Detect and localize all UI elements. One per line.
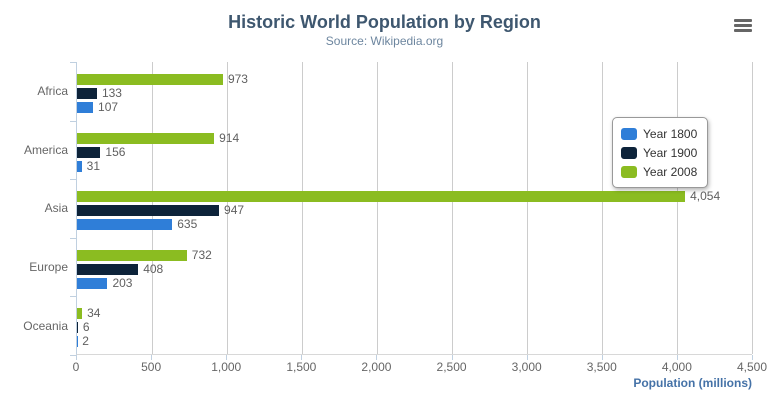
category-label-asia: Asia xyxy=(44,201,68,216)
data-label: 947 xyxy=(224,203,245,218)
category-tick xyxy=(70,120,76,122)
x-axis-tick xyxy=(676,355,678,360)
bar-group-europe: 732 408 203 xyxy=(77,238,752,297)
chart-title: Historic World Population by Region xyxy=(228,12,541,32)
data-label: 133 xyxy=(101,86,122,100)
x-axis-tick xyxy=(376,355,378,360)
data-label: 635 xyxy=(177,217,198,232)
gridline xyxy=(452,62,453,354)
bar-america-year-1900[interactable] xyxy=(77,146,101,158)
data-label: 914 xyxy=(219,130,240,145)
x-axis-tick-label: 2,000 xyxy=(361,360,392,374)
plot-area: 973 133 107 914 156 31 4,054 947 635 732 408 203 34 6… xyxy=(76,62,753,355)
gridline xyxy=(602,62,603,354)
bar-oceania-year-1900[interactable] xyxy=(77,322,78,334)
data-label: 34 xyxy=(87,306,101,321)
gridline xyxy=(376,62,378,354)
x-axis-title: Population (millions) xyxy=(633,376,752,390)
legend-swatch-icon xyxy=(621,146,637,159)
hamburger-menu-icon xyxy=(734,17,752,34)
x-axis-tick xyxy=(226,355,228,360)
category-tick xyxy=(70,296,76,298)
legend-label: Year 2008 xyxy=(643,164,698,179)
gridline xyxy=(527,62,528,354)
gridline xyxy=(302,62,303,354)
data-label: 2 xyxy=(82,334,89,349)
bar-africa-year-1900[interactable] xyxy=(77,88,97,99)
x-axis-tick xyxy=(752,355,753,360)
bar-group-america: 914 156 31 xyxy=(77,121,752,180)
x-axis-tick-label: 3,500 xyxy=(586,360,617,374)
bar-group-oceania: 34 6 2 xyxy=(77,296,752,355)
data-label: 156 xyxy=(105,144,126,159)
data-label: 203 xyxy=(112,275,133,290)
gridline xyxy=(676,62,678,354)
x-axis-tick-label: 4,000 xyxy=(661,360,692,374)
data-label: 31 xyxy=(86,158,100,173)
bar-asia-year-2008[interactable] xyxy=(77,191,686,203)
data-label: 408 xyxy=(143,261,164,276)
x-axis-tick-label: 1,500 xyxy=(286,360,317,374)
bar-asia-year-1900[interactable] xyxy=(77,205,220,217)
bar-africa-year-1800[interactable] xyxy=(77,102,94,113)
category-label-america: America xyxy=(23,142,68,157)
export-menu-button[interactable] xyxy=(729,12,757,38)
bar-america-year-1800[interactable] xyxy=(77,160,82,172)
x-axis-tick xyxy=(526,355,528,360)
legend-label: Year 1900 xyxy=(643,145,698,160)
x-axis-tick xyxy=(451,355,453,360)
x-axis-tick-label: 3,000 xyxy=(511,360,542,374)
bar-asia-year-1800[interactable] xyxy=(77,219,173,231)
category-label-africa: Africa xyxy=(37,84,68,99)
category-label-europe: Europe xyxy=(29,260,68,275)
legend: Year 1800 Year 1900 Year 2008 xyxy=(612,117,709,188)
gridline xyxy=(752,62,753,354)
bar-africa-year-2008[interactable] xyxy=(77,74,223,85)
legend-swatch-icon xyxy=(621,127,637,140)
data-label: 107 xyxy=(98,100,119,114)
legend-item-year-1900[interactable]: Year 1900 xyxy=(621,143,697,162)
x-axis-tick-label: 0 xyxy=(72,360,80,374)
x-axis-tick-label: 4,500 xyxy=(736,360,768,374)
bar-group-asia: 4,054 947 635 xyxy=(77,179,752,238)
x-axis-tick xyxy=(151,355,153,360)
legend-item-year-2008[interactable]: Year 2008 xyxy=(621,162,697,181)
bar-europe-year-2008[interactable] xyxy=(77,249,187,261)
x-axis-tick-label: 500 xyxy=(141,360,162,374)
bar-oceania-year-2008[interactable] xyxy=(77,308,83,320)
chart-subtitle: Source: Wikipedia.org xyxy=(325,34,444,48)
data-label: 973 xyxy=(227,72,248,86)
legend-swatch-icon xyxy=(621,165,637,178)
legend-label: Year 1800 xyxy=(643,126,698,141)
data-label: 732 xyxy=(191,247,212,262)
x-axis-tick-label: 1,000 xyxy=(211,360,242,374)
bar-europe-year-1800[interactable] xyxy=(77,277,108,289)
data-label: 4,054 xyxy=(690,189,721,204)
x-axis-tick xyxy=(601,355,603,360)
category-tick xyxy=(70,179,76,181)
x-axis-tick xyxy=(301,355,303,360)
category-tick xyxy=(70,355,76,356)
legend-item-year-1800[interactable]: Year 1800 xyxy=(621,124,697,143)
category-tick xyxy=(70,62,76,63)
x-axis-tick-label: 2,500 xyxy=(436,360,467,374)
bar-europe-year-1900[interactable] xyxy=(77,263,139,275)
category-label-oceania: Oceania xyxy=(23,318,68,333)
x-axis-tick xyxy=(76,355,77,360)
bar-group-africa: 973 133 107 xyxy=(77,62,752,121)
bar-america-year-2008[interactable] xyxy=(77,132,215,144)
category-tick xyxy=(70,237,76,239)
gridline xyxy=(226,62,228,354)
data-label: 6 xyxy=(82,320,90,335)
